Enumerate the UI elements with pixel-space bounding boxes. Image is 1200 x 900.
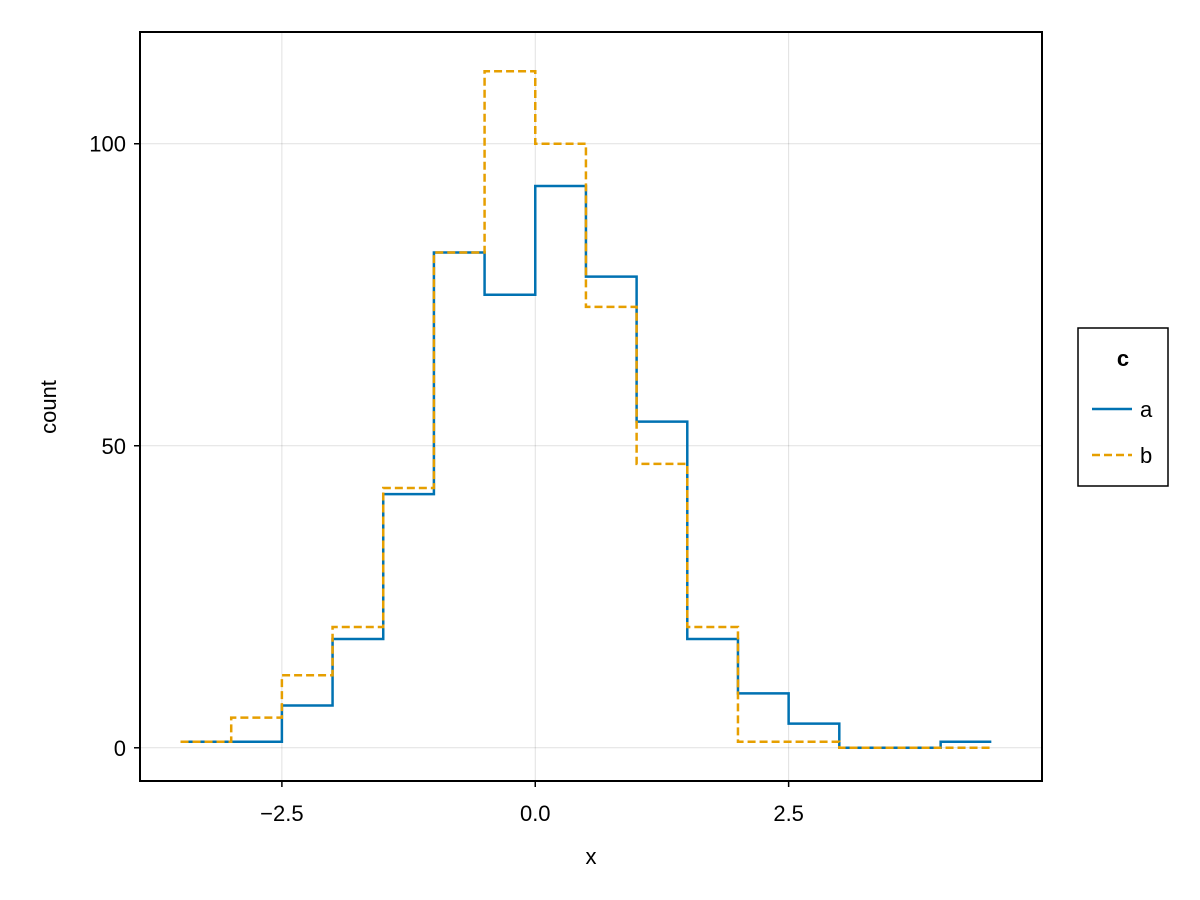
legend-label-b: b <box>1140 443 1152 468</box>
y-tick-label: 0 <box>114 736 126 761</box>
grid-lines <box>140 32 1042 781</box>
x-tick-label: 0.0 <box>520 801 551 826</box>
y-axis-title: count <box>36 380 61 434</box>
y-axis: 0 50 100 <box>89 132 140 761</box>
x-axis: −2.5 0.0 2.5 <box>260 781 804 826</box>
x-tick-label: 2.5 <box>773 801 804 826</box>
series-layer <box>180 70 992 750</box>
y-tick-label: 50 <box>102 434 126 459</box>
plot-frame <box>139 31 1043 782</box>
legend-title: c <box>1117 346 1129 371</box>
x-tick-label: −2.5 <box>260 801 303 826</box>
legend-box <box>1077 327 1169 487</box>
legend: c a b <box>1077 327 1169 487</box>
legend-label-a: a <box>1140 397 1153 422</box>
y-tick-label: 100 <box>89 132 126 157</box>
x-axis-title: x <box>586 844 597 869</box>
series-b-step-line <box>180 70 992 750</box>
